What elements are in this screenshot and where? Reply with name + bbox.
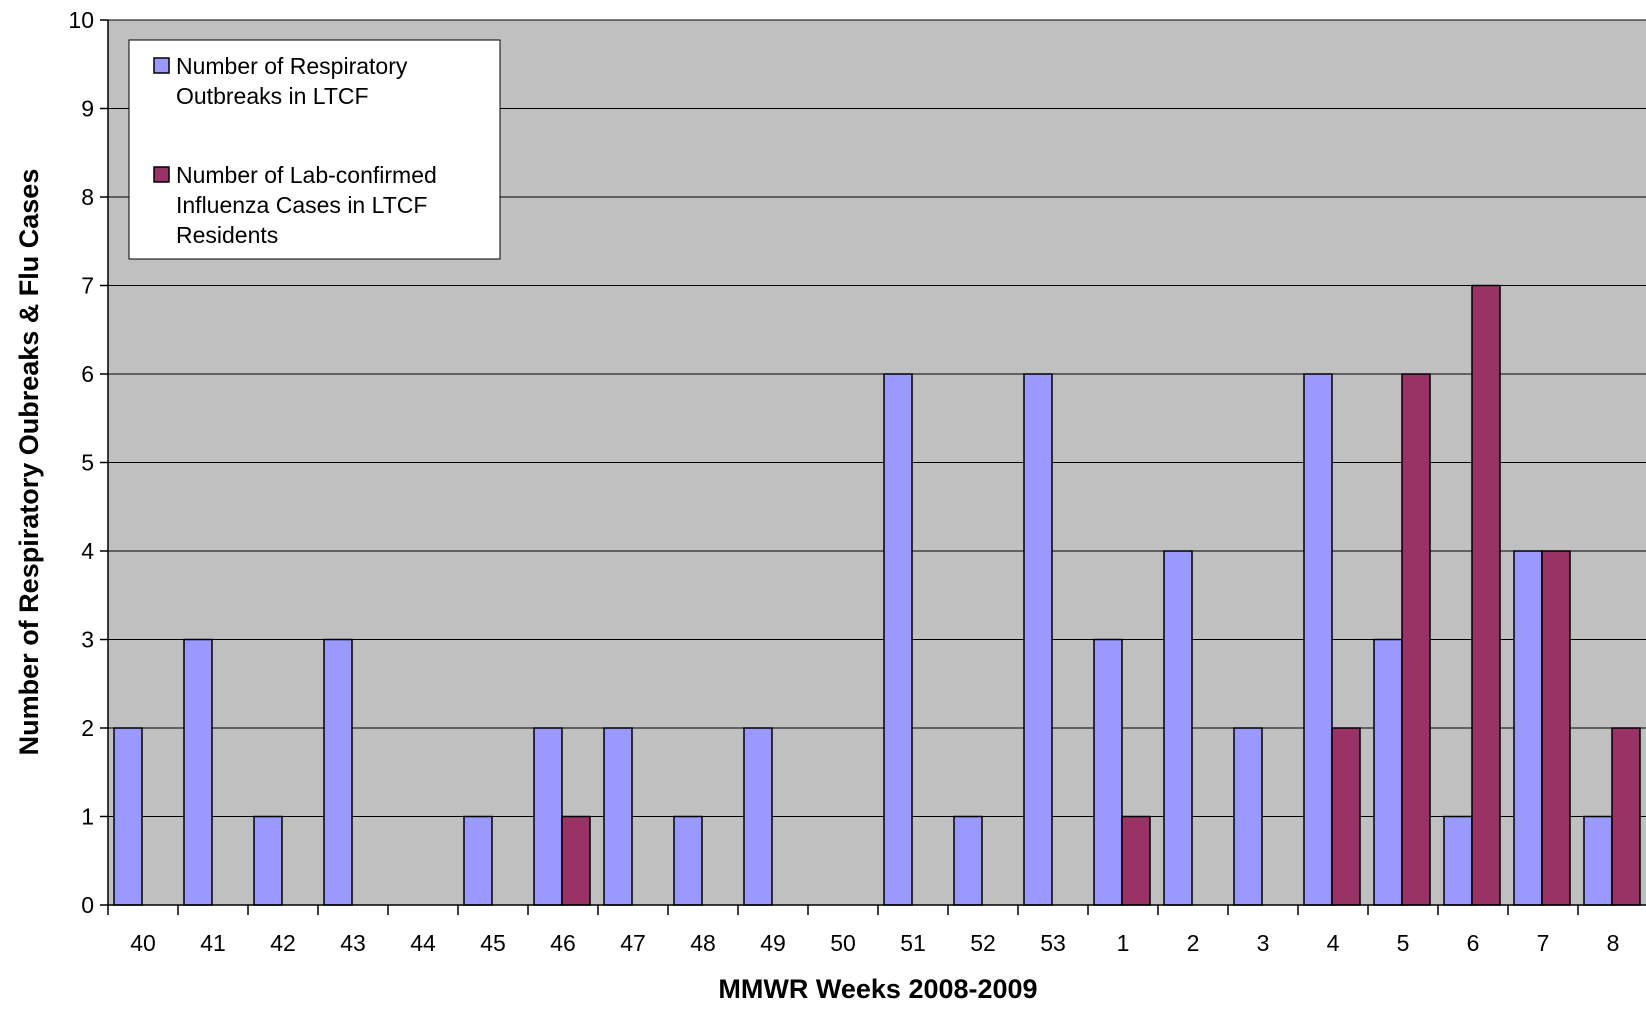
legend-label: Number of Respiratory bbox=[176, 53, 408, 79]
x-tick-label: 1 bbox=[1117, 930, 1130, 956]
bar-outbreaks bbox=[673, 815, 703, 906]
bar-outbreaks bbox=[1583, 815, 1613, 906]
y-tick-label: 10 bbox=[68, 7, 94, 33]
bar-outbreaks bbox=[1093, 638, 1123, 906]
bar-outbreaks bbox=[533, 727, 563, 906]
x-tick-label: 7 bbox=[1537, 930, 1550, 956]
bar-outbreaks bbox=[113, 727, 143, 906]
x-tick-label: 5 bbox=[1397, 930, 1410, 956]
x-tick-label: 42 bbox=[270, 930, 296, 956]
bar-outbreaks bbox=[183, 638, 213, 906]
x-tick-label: 50 bbox=[830, 930, 856, 956]
x-tick-label: 43 bbox=[340, 930, 366, 956]
bar-outbreaks bbox=[1233, 727, 1263, 906]
bar-flu-cases bbox=[561, 815, 591, 906]
bars bbox=[113, 284, 1641, 906]
x-tick-labels: 40 41 42 43 44 45 46 47 48 49 50 51 52 53 1 2 3 4 5 6 7 8 bbox=[130, 930, 1619, 956]
bar-outbreaks bbox=[883, 373, 913, 906]
y-tick-label: 0 bbox=[81, 892, 94, 918]
bar-outbreaks bbox=[953, 815, 983, 906]
x-tick-label: 48 bbox=[690, 930, 716, 956]
bar-outbreaks bbox=[463, 815, 493, 906]
y-tick-label: 8 bbox=[81, 184, 94, 210]
bar-outbreaks bbox=[253, 815, 283, 906]
x-tick-label: 52 bbox=[970, 930, 996, 956]
y-tick-label: 7 bbox=[81, 273, 94, 299]
x-tick-label: 40 bbox=[130, 930, 156, 956]
bar-flu-cases bbox=[1121, 815, 1151, 906]
x-tick-label: 47 bbox=[620, 930, 646, 956]
bar-outbreaks bbox=[743, 727, 773, 906]
bar-flu-cases bbox=[1541, 550, 1571, 906]
legend-label: Number of Lab-confirmed bbox=[176, 162, 437, 188]
y-tick-label: 3 bbox=[81, 627, 94, 653]
x-tick-label: 46 bbox=[550, 930, 576, 956]
bar-flu-cases bbox=[1611, 727, 1641, 906]
legend-box bbox=[128, 39, 501, 260]
legend-swatch bbox=[153, 57, 170, 74]
bar-outbreaks bbox=[1513, 550, 1543, 906]
legend-label: Outbreaks in LTCF bbox=[176, 83, 369, 109]
x-tick-label: 44 bbox=[410, 930, 436, 956]
bar-outbreaks bbox=[1303, 373, 1333, 906]
bar-flu-cases bbox=[1471, 284, 1501, 906]
x-tick-label: 2 bbox=[1187, 930, 1200, 956]
x-tick-label: 53 bbox=[1040, 930, 1066, 956]
y-tick-label: 2 bbox=[81, 715, 94, 741]
x-tick-label: 3 bbox=[1257, 930, 1270, 956]
bar-outbreaks bbox=[1023, 373, 1053, 906]
y-tick-label: 9 bbox=[81, 96, 94, 122]
axes bbox=[100, 19, 1646, 915]
legend: Number of Respiratory Outbreaks in LTCF Nu… bbox=[128, 39, 501, 260]
x-tick-label: 45 bbox=[480, 930, 506, 956]
x-tick-label: 41 bbox=[200, 930, 226, 956]
legend-swatch bbox=[153, 166, 170, 183]
bar-outbreaks bbox=[323, 638, 353, 906]
y-tick-label: 1 bbox=[81, 804, 94, 830]
bar-flu-cases bbox=[1331, 727, 1361, 906]
x-tick-label: 49 bbox=[760, 930, 786, 956]
y-tick-label: 4 bbox=[81, 538, 94, 564]
y-tick-labels: 0 1 2 3 4 5 6 7 8 9 10 bbox=[68, 7, 94, 918]
legend-label: Influenza Cases in LTCF bbox=[176, 192, 427, 218]
y-tick-label: 6 bbox=[81, 361, 94, 387]
y-tick-label: 5 bbox=[81, 450, 94, 476]
legend-label: Residents bbox=[176, 222, 278, 248]
x-tick-label: 8 bbox=[1607, 930, 1620, 956]
y-axis-title: Number of Respiratory Oubreaks & Flu Cas… bbox=[14, 169, 44, 756]
bar-outbreaks bbox=[1443, 815, 1473, 906]
x-axis-title: MMWR Weeks 2008-2009 bbox=[718, 974, 1037, 1004]
bar-outbreaks bbox=[1373, 638, 1403, 906]
bar-outbreaks bbox=[603, 727, 633, 906]
bar-outbreaks bbox=[1163, 550, 1193, 906]
x-tick-label: 6 bbox=[1467, 930, 1480, 956]
bar-flu-cases bbox=[1401, 373, 1431, 906]
x-tick-label: 4 bbox=[1327, 930, 1340, 956]
x-tick-label: 51 bbox=[900, 930, 926, 956]
